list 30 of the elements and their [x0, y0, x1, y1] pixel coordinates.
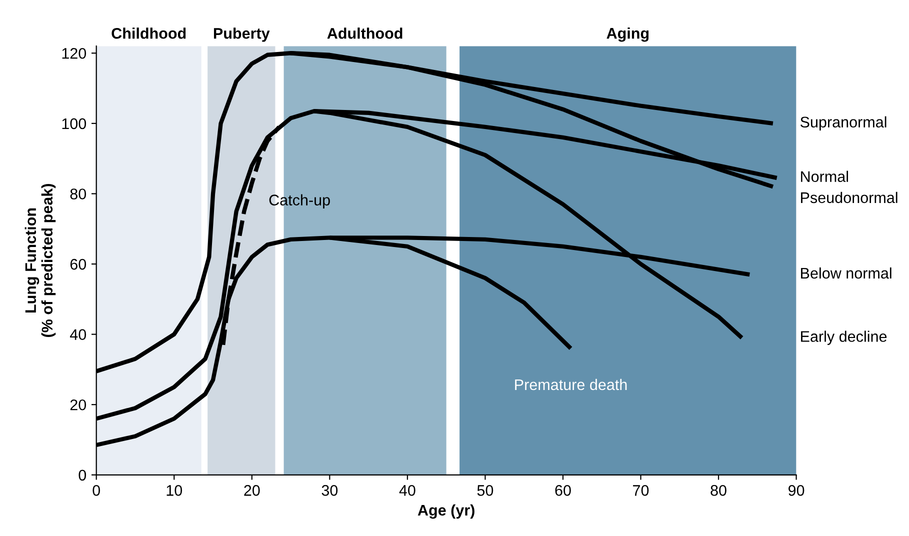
y-tick-label: 60 — [70, 258, 86, 270]
series-label: Supranormal — [800, 116, 886, 131]
band-label: Puberty — [214, 28, 270, 42]
x-tick-label: 90 — [788, 485, 804, 496]
y-tick-label: 100 — [62, 118, 86, 130]
band-label: Adulthood — [327, 28, 402, 39]
y-tick-label: 40 — [70, 329, 86, 340]
x-tick-label: 40 — [399, 485, 416, 496]
y-tick-label: 0 — [78, 470, 86, 481]
x-axis-title: Age (yr) — [418, 504, 474, 519]
x-tick-label: 0 — [92, 485, 100, 496]
series-label: Normal — [801, 170, 848, 182]
y-tick-label: 120 — [62, 48, 86, 59]
y-tick-label: 80 — [70, 188, 86, 200]
x-tick-label: 50 — [477, 485, 494, 496]
band-label: Aging — [606, 28, 649, 42]
band-label: Childhood — [112, 28, 186, 39]
text: Early decline — [801, 330, 887, 345]
annotation: Premature death — [515, 378, 627, 390]
x-tick-label: 10 — [166, 485, 182, 496]
y-tick-label: 20 — [70, 399, 86, 410]
x-tick-label: 20 — [244, 485, 260, 496]
x-tick-label: 60 — [555, 485, 571, 496]
annotation: Catch-up — [269, 194, 330, 209]
x-tick-label: 30 — [322, 485, 338, 496]
x-tick-label: 80 — [710, 485, 726, 496]
text: Below normal — [801, 267, 892, 279]
series-label: Pseudonormal — [801, 192, 898, 204]
x-tick-label: 70 — [633, 485, 649, 496]
y-axis-title: Lung Function (% of predicted peak) — [24, 184, 56, 337]
